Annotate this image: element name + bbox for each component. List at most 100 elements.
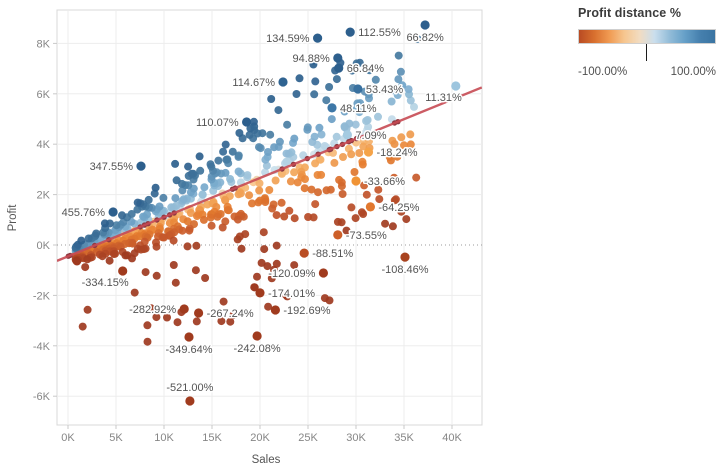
scatter-point[interactable] xyxy=(155,202,164,211)
labeled-scatter-point[interactable] xyxy=(420,20,430,30)
scatter-point[interactable] xyxy=(257,258,266,267)
scatter-point[interactable] xyxy=(105,256,114,265)
scatter-point[interactable] xyxy=(272,211,281,220)
scatter-point[interactable] xyxy=(186,209,195,217)
scatter-point[interactable] xyxy=(360,181,369,190)
labeled-scatter-point[interactable] xyxy=(342,130,352,140)
scatter-point[interactable] xyxy=(398,81,407,90)
scatter-point[interactable] xyxy=(264,148,272,156)
scatter-point[interactable] xyxy=(98,252,107,261)
scatter-point[interactable] xyxy=(255,186,264,195)
scatter-point[interactable] xyxy=(83,255,92,264)
labeled-scatter-point[interactable] xyxy=(299,248,309,258)
scatter-point[interactable] xyxy=(303,268,312,277)
scatter-point[interactable] xyxy=(195,152,204,161)
scatter-point[interactable] xyxy=(152,242,161,251)
scatter-point[interactable] xyxy=(286,177,295,186)
scatter-point[interactable] xyxy=(301,175,309,184)
scatter-point[interactable] xyxy=(159,233,168,242)
scatter-point[interactable] xyxy=(169,261,178,269)
scatter-point[interactable] xyxy=(309,213,318,222)
scatter-point[interactable] xyxy=(77,236,86,245)
labeled-scatter-point[interactable] xyxy=(365,202,375,212)
scatter-point[interactable] xyxy=(406,130,415,139)
scatter-point[interactable] xyxy=(171,159,180,168)
scatter-point[interactable] xyxy=(290,214,299,223)
scatter-point[interactable] xyxy=(141,268,150,277)
scatter-point[interactable] xyxy=(84,234,93,243)
scatter-point[interactable] xyxy=(386,156,395,165)
scatter-point[interactable] xyxy=(314,188,322,197)
scatter-point[interactable] xyxy=(221,140,230,149)
scatter-point[interactable] xyxy=(184,162,193,171)
scatter-point[interactable] xyxy=(271,176,280,185)
scatter-point[interactable] xyxy=(152,271,161,280)
labeled-scatter-point[interactable] xyxy=(184,332,194,342)
labeled-scatter-point[interactable] xyxy=(333,53,343,63)
scatter-point[interactable] xyxy=(325,83,334,91)
scatter-point[interactable] xyxy=(300,184,309,193)
scatter-point[interactable] xyxy=(290,134,299,143)
labeled-scatter-point[interactable] xyxy=(270,305,280,315)
scatter-point[interactable] xyxy=(402,215,411,224)
scatter-point[interactable] xyxy=(290,261,299,270)
scatter-point[interactable] xyxy=(362,190,371,199)
scatter-point[interactable] xyxy=(283,120,292,129)
legend-gradient-bar[interactable] xyxy=(578,29,716,44)
labeled-scatter-point[interactable] xyxy=(242,117,252,127)
scatter-point[interactable] xyxy=(393,152,402,161)
scatter-point[interactable] xyxy=(322,96,331,105)
labeled-scatter-point[interactable] xyxy=(345,27,355,37)
scatter-point[interactable] xyxy=(400,141,408,150)
scatter-point[interactable] xyxy=(78,322,87,331)
scatter-point[interactable] xyxy=(330,158,339,167)
scatter-point[interactable] xyxy=(358,160,367,169)
scatter-point[interactable] xyxy=(267,95,276,103)
scatter-point[interactable] xyxy=(397,207,406,216)
scatter-point[interactable] xyxy=(218,223,227,232)
scatter-point[interactable] xyxy=(144,195,153,204)
scatter-point[interactable] xyxy=(277,169,286,178)
scatter-point[interactable] xyxy=(253,272,261,281)
scatter-point[interactable] xyxy=(259,228,268,237)
scatter-point[interactable] xyxy=(270,143,279,152)
scatter-point[interactable] xyxy=(315,123,324,132)
scatter-point[interactable] xyxy=(337,182,346,191)
scatter-point[interactable] xyxy=(360,87,369,96)
scatter-point[interactable] xyxy=(83,305,92,314)
labeled-scatter-point[interactable] xyxy=(108,207,118,217)
scatter-point[interactable] xyxy=(255,179,264,188)
scatter-point[interactable] xyxy=(280,212,289,221)
scatter-point[interactable] xyxy=(264,302,273,311)
labeled-scatter-point[interactable] xyxy=(136,161,146,171)
scatter-point[interactable] xyxy=(226,317,235,326)
scatter-point[interactable] xyxy=(277,198,286,207)
labeled-scatter-point[interactable] xyxy=(351,176,361,186)
scatter-point[interactable] xyxy=(394,75,403,84)
scatter-point[interactable] xyxy=(394,51,403,60)
scatter-point[interactable] xyxy=(207,221,216,230)
scatter-point[interactable] xyxy=(348,66,357,75)
scatter-point[interactable] xyxy=(219,147,228,156)
scatter-point[interactable] xyxy=(147,304,156,313)
scatter-point[interactable] xyxy=(317,170,326,179)
scatter-point[interactable] xyxy=(388,222,397,231)
scatter-point[interactable] xyxy=(261,198,270,206)
scatter-point[interactable] xyxy=(118,211,126,220)
labeled-scatter-point[interactable] xyxy=(353,84,363,94)
scatter-point[interactable] xyxy=(221,196,230,205)
scatter-point[interactable] xyxy=(267,274,276,283)
scatter-point[interactable] xyxy=(307,185,316,194)
scatter-point[interactable] xyxy=(317,130,326,139)
scatter-point[interactable] xyxy=(239,212,248,221)
scatter-point[interactable] xyxy=(163,313,171,322)
labeled-scatter-point[interactable] xyxy=(179,304,189,314)
scatter-point[interactable] xyxy=(285,206,294,215)
scatter-point[interactable] xyxy=(249,117,258,126)
scatter-point[interactable] xyxy=(390,196,399,205)
scatter-point[interactable] xyxy=(292,90,301,98)
scatter-point[interactable] xyxy=(187,169,196,178)
scatter-point[interactable] xyxy=(143,210,151,219)
scatter-point[interactable] xyxy=(167,203,176,212)
scatter-point[interactable] xyxy=(283,292,292,301)
